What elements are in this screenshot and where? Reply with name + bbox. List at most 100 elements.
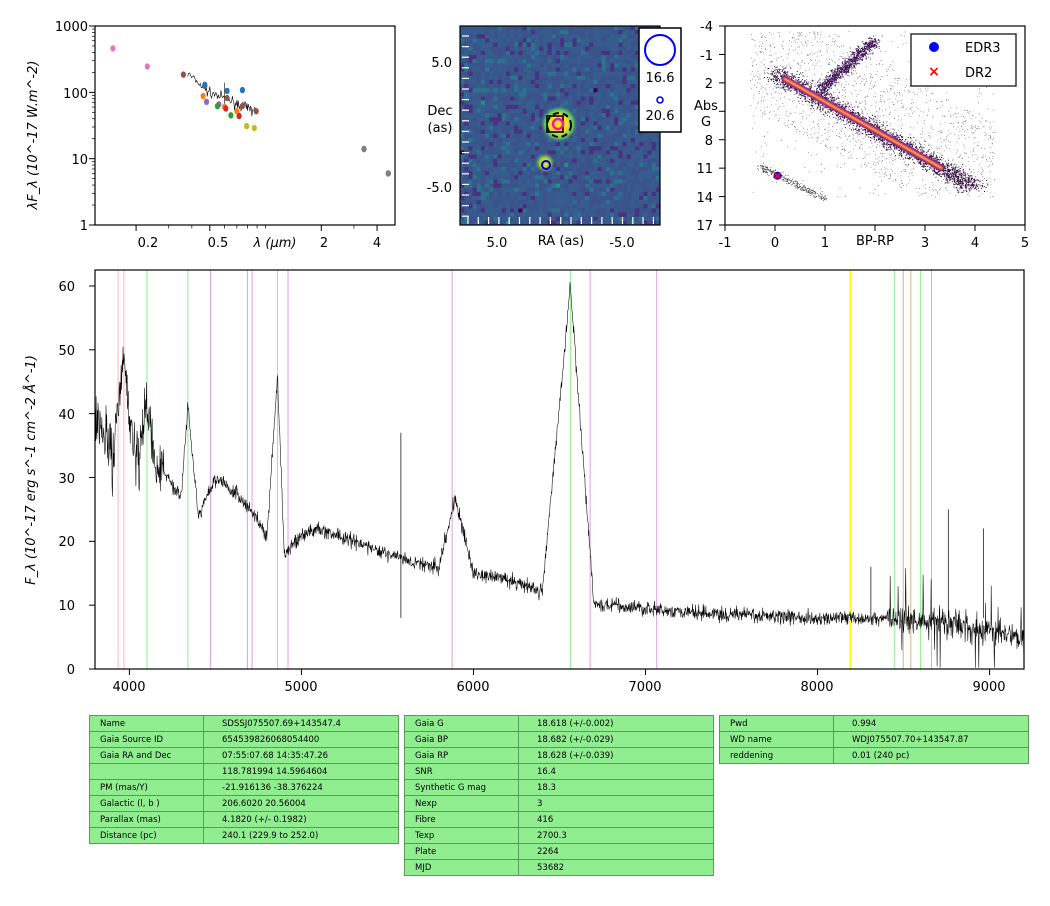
hr-star	[909, 180, 910, 181]
image-pixel	[560, 171, 564, 175]
hr-star	[960, 155, 961, 156]
image-pixel	[631, 179, 635, 183]
hr-star	[919, 147, 920, 148]
image-pixel	[618, 179, 622, 183]
image-pixel	[543, 30, 547, 34]
image-pixel	[627, 200, 631, 204]
image-pixel	[652, 138, 656, 142]
image-pixel	[602, 72, 606, 76]
image-pixel	[623, 208, 627, 212]
image-pixel	[631, 146, 635, 150]
sed-ytick-label: 10	[71, 153, 88, 168]
hr-star	[792, 124, 793, 125]
hr-star	[765, 143, 766, 144]
hr-star	[782, 46, 783, 47]
image-pixel	[485, 63, 489, 67]
hr-star	[887, 142, 888, 143]
hr-star	[894, 94, 895, 95]
hr-star	[921, 111, 922, 112]
image-pixel	[506, 200, 510, 204]
image-pixel	[568, 59, 572, 63]
image-pixel	[489, 92, 493, 96]
image-pixel	[556, 34, 560, 38]
image-pixel	[577, 113, 581, 117]
image-pixel	[639, 179, 643, 183]
hr-star	[872, 143, 873, 144]
image-pixel	[523, 146, 527, 150]
image-pixel	[552, 34, 556, 38]
hr-star	[919, 195, 920, 196]
sed-point	[228, 112, 233, 118]
image-pixel	[485, 138, 489, 142]
hr-star	[875, 86, 876, 87]
image-pixel	[643, 163, 647, 167]
image-pixel	[618, 80, 622, 84]
hr-star	[752, 71, 753, 72]
hr-star	[876, 64, 877, 65]
image-pixel	[477, 96, 481, 100]
hr-star	[888, 100, 889, 101]
hr-star	[833, 117, 834, 118]
hr-star	[799, 103, 800, 104]
hr-star	[939, 148, 940, 149]
hr-star	[776, 116, 777, 117]
image-pixel	[514, 26, 518, 30]
hr-star	[904, 115, 905, 116]
image-pixel	[506, 96, 510, 100]
sed-ytick-label: 100	[63, 87, 88, 102]
image-pixel	[610, 192, 614, 196]
hr-star	[906, 43, 907, 44]
hr-star	[985, 135, 986, 136]
hr-star	[787, 147, 788, 148]
image-pixel	[589, 175, 593, 179]
hr-star	[802, 79, 803, 80]
image-pixel	[543, 96, 547, 100]
image-pixel	[485, 146, 489, 150]
image-pixel	[556, 92, 560, 96]
image-pixel	[564, 59, 568, 63]
hr-star	[992, 196, 993, 197]
hr-star	[942, 115, 943, 116]
image-pixel	[468, 130, 472, 134]
hr-star	[976, 154, 977, 155]
image-pixel	[535, 38, 539, 42]
hr-star	[912, 99, 913, 100]
hr-star	[964, 121, 965, 122]
image-pixel	[518, 213, 522, 217]
image-pixel	[485, 171, 489, 175]
hr-star	[925, 89, 926, 90]
hr-star	[844, 149, 845, 150]
hr-star	[761, 37, 762, 38]
image-pixel	[473, 192, 477, 196]
image-pixel	[589, 88, 593, 92]
hr-star	[753, 98, 754, 99]
hr-star	[838, 117, 839, 118]
image-pixel	[485, 167, 489, 171]
image-pixel	[535, 84, 539, 88]
hr-star	[880, 176, 881, 177]
image-pixel	[477, 43, 481, 47]
image-pixel	[543, 88, 547, 92]
image-pixel	[468, 126, 472, 130]
image-pixel	[523, 196, 527, 200]
hr-star	[844, 163, 845, 164]
image-pixel	[581, 130, 585, 134]
hr-star	[871, 88, 872, 89]
hr-star	[942, 142, 943, 143]
image-pixel	[593, 171, 597, 175]
image-pixel	[506, 88, 510, 92]
hr-star	[780, 83, 781, 84]
image-pixel	[539, 72, 543, 76]
hr-star	[803, 104, 804, 105]
image-pixel	[485, 213, 489, 217]
image-pixel	[481, 192, 485, 196]
hr-star	[835, 86, 836, 87]
image-pixel	[610, 184, 614, 188]
hr-star	[848, 84, 849, 85]
hr-star	[982, 169, 983, 170]
image-pixel	[523, 121, 527, 125]
image-pixel	[518, 179, 522, 183]
image-pixel	[623, 150, 627, 154]
image-pixel	[564, 84, 568, 88]
image-pixel	[527, 171, 531, 175]
